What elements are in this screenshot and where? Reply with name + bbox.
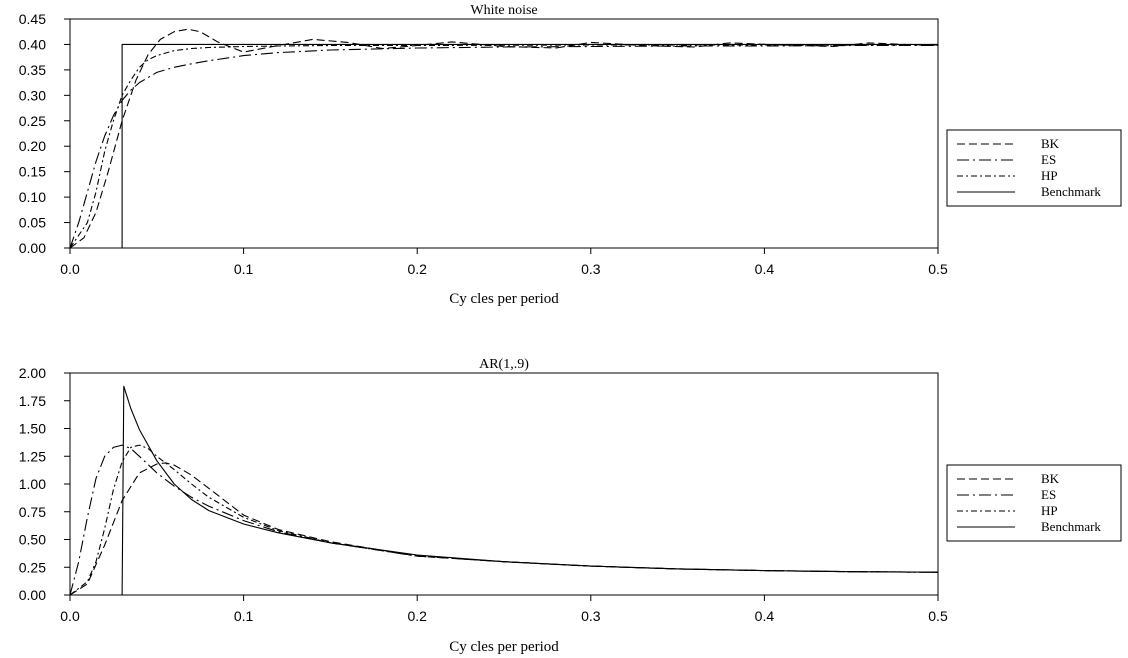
- ar-chart: AR(1,.9) 0.00 0.25 0.50 0.75 1.00 1.25 1.50 1.75…: [19, 357, 1122, 655]
- chart-title: AR(1,.9): [479, 357, 529, 372]
- y-tick-label: 0.15: [19, 164, 46, 180]
- legend-label-bk: BK: [1041, 471, 1060, 486]
- legend-label-hp: HP: [1041, 168, 1058, 183]
- legend-box: [946, 129, 1122, 207]
- x-tick-label: 0.2: [407, 608, 427, 624]
- legend-label-es: ES: [1041, 152, 1056, 167]
- y-tick-label: 1.00: [19, 476, 46, 492]
- y-tick-label: 0.00: [19, 240, 46, 256]
- y-tick-label: 0.40: [19, 36, 46, 52]
- y-tick-label: 0.10: [19, 189, 46, 205]
- y-tick-label: 1.25: [19, 448, 46, 464]
- x-axis-label: Cy cles per period: [449, 639, 559, 655]
- legend-label-es: ES: [1041, 487, 1056, 502]
- y-tick-label: 0.25: [19, 559, 46, 575]
- series-line-hp: [70, 444, 938, 595]
- x-tick-label: 0.3: [581, 608, 601, 624]
- x-tick-label: 0.5: [928, 261, 948, 277]
- x-tick-label: 0.1: [234, 608, 254, 624]
- series-line-benchmark: [70, 385, 938, 595]
- x-tick-label: 0.4: [755, 261, 775, 277]
- x-tick-label: 0.5: [928, 608, 948, 624]
- y-tick-label: 1.75: [19, 393, 46, 409]
- y-tick-label: 0.05: [19, 215, 46, 231]
- y-tick-label: 0.75: [19, 504, 46, 520]
- y-tick-label: 0.00: [19, 587, 46, 603]
- y-tick-label: 0.50: [19, 532, 46, 548]
- legend-label-hp: HP: [1041, 503, 1058, 518]
- series-line-bk: [70, 462, 938, 595]
- series-line-benchmark: [70, 43, 938, 248]
- y-tick-label: 0.45: [19, 11, 46, 27]
- y-tick-label: 0.35: [19, 62, 46, 78]
- x-tick-label: 0.1: [234, 261, 254, 277]
- legend-label-bk: BK: [1041, 136, 1060, 151]
- x-tick-label: 0.4: [755, 608, 775, 624]
- legend-label-benchmark: Benchmark: [1041, 184, 1101, 199]
- white-noise-chart: White noise 0.00 0.05 0.10 0.15 0.20 0.25 0.30 0…: [19, 3, 1122, 307]
- y-tick-label: 1.50: [19, 421, 46, 437]
- x-tick-label: 0.3: [581, 261, 601, 277]
- x-tick-label: 0.2: [407, 261, 427, 277]
- legend-label-benchmark: Benchmark: [1041, 519, 1101, 534]
- legend-box: [946, 464, 1122, 542]
- series-line-bk: [70, 28, 938, 248]
- series-line-es: [70, 44, 938, 248]
- y-tick-label: 0.30: [19, 87, 46, 103]
- x-axis-label: Cy cles per period: [449, 291, 559, 307]
- plot-frame: [69, 18, 939, 249]
- x-tick-label: 0.0: [60, 608, 80, 624]
- y-tick-label: 0.25: [19, 113, 46, 129]
- x-tick-label: 0.0: [60, 261, 80, 277]
- series-line-hp: [70, 44, 938, 248]
- y-tick-label: 2.00: [19, 365, 46, 381]
- y-tick-label: 0.20: [19, 138, 46, 154]
- chart-title: White noise: [470, 3, 537, 18]
- series-line-es: [70, 444, 938, 595]
